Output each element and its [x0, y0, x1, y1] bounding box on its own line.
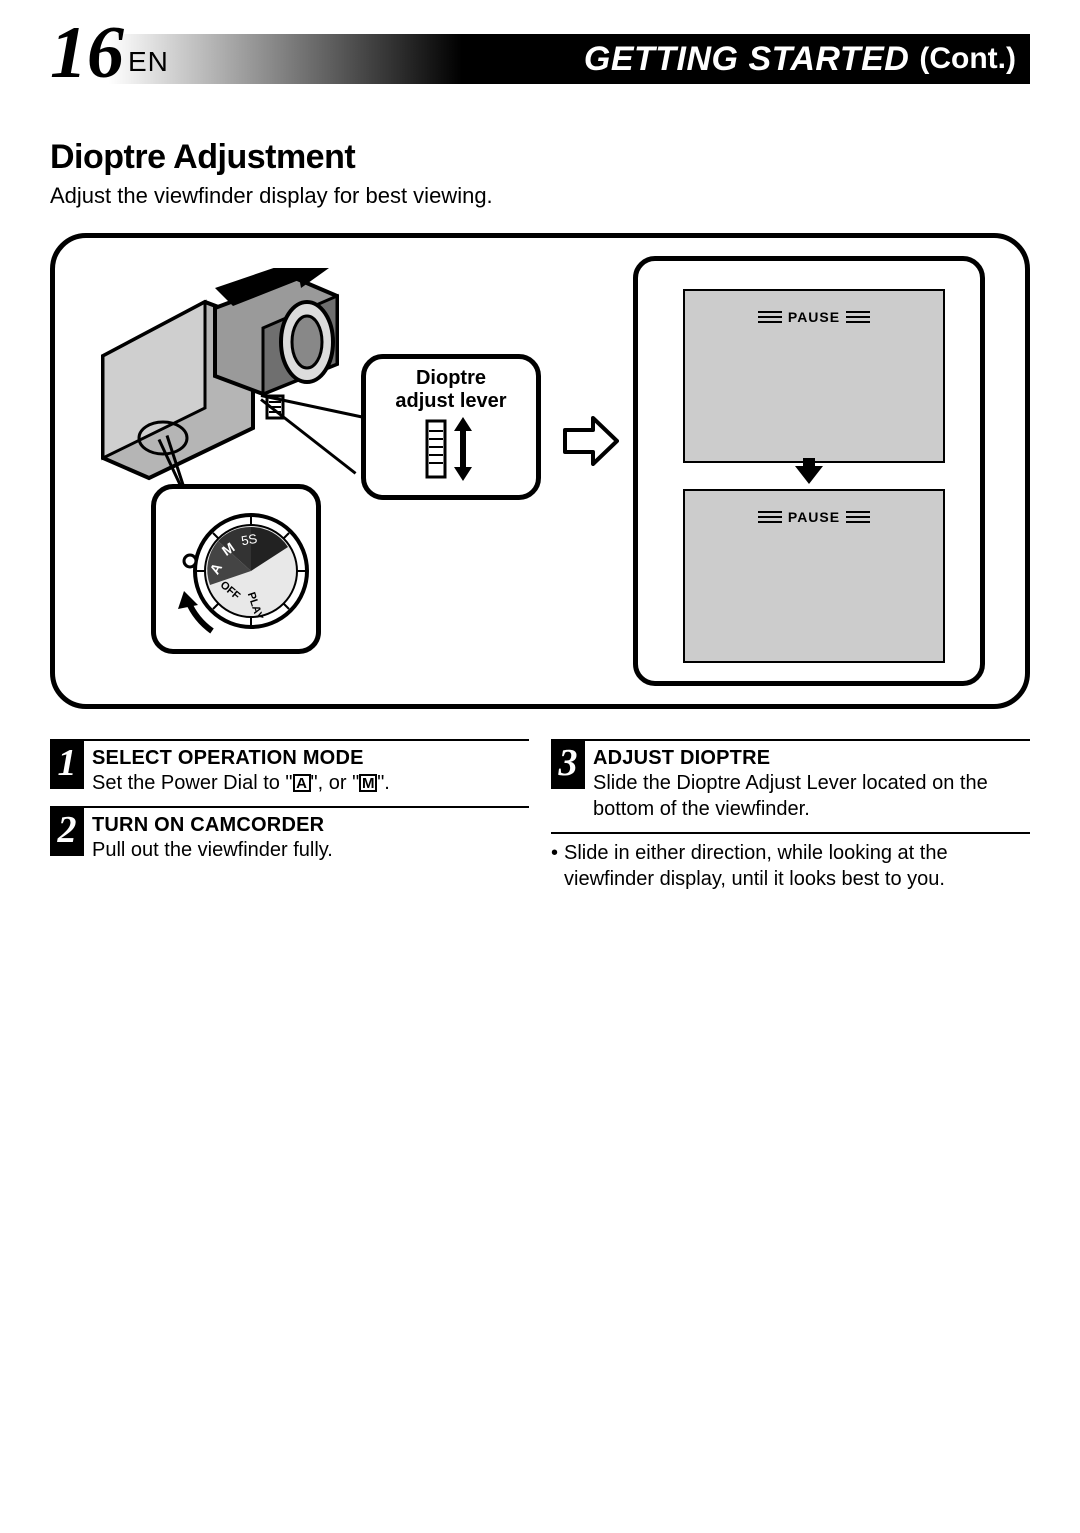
mode-letter-a: A — [293, 774, 311, 792]
screen-after: PAUSE — [683, 489, 945, 663]
lever-label: Dioptre adjust lever — [395, 367, 506, 413]
screen-before: PAUSE — [683, 289, 945, 463]
pause-lines-icon — [758, 511, 782, 523]
header-banner: GETTING STARTED (Cont.) — [50, 34, 1030, 84]
lever-label-line1: Dioptre — [416, 367, 486, 389]
lever-label-line2: adjust lever — [395, 390, 506, 412]
page-lang: EN — [128, 46, 169, 78]
bullet-text: Slide in either direction, while looking… — [564, 840, 1030, 892]
mode-letter-m: M — [359, 774, 377, 792]
bullet-dot: • — [551, 840, 558, 892]
banner-title: GETTING STARTED — [584, 40, 909, 79]
step-2: 2 TURN ON CAMCORDER Pull out the viewfin… — [50, 806, 529, 863]
step-number: 3 — [551, 741, 585, 789]
step-text: Slide the Dioptre Adjust Lever located o… — [593, 770, 1030, 822]
step-title: ADJUST DIOPTRE — [593, 747, 1030, 770]
step-text: Set the Power Dial to "A", or "M". — [92, 770, 529, 796]
dial-detail-box: 5S M A OFF PLAY — [151, 484, 321, 654]
pause-text: PAUSE — [788, 509, 840, 525]
page-number: 16 — [50, 16, 124, 90]
step-3: 3 ADJUST DIOPTRE Slide the Dioptre Adjus… — [551, 739, 1030, 822]
pause-lines-icon — [758, 311, 782, 323]
viewfinder-screens: PAUSE PAUSE — [633, 256, 985, 686]
section-title: Dioptre Adjustment — [50, 138, 1030, 177]
down-arrow-icon — [795, 466, 823, 484]
page-number-area: 16 EN — [50, 16, 169, 90]
right-arrow-icon — [563, 416, 619, 466]
pause-lines-icon — [846, 311, 870, 323]
lever-detail-box: Dioptre adjust lever — [361, 354, 541, 500]
step-1: 1 SELECT OPERATION MODE Set the Power Di… — [50, 739, 529, 796]
svg-text:5S: 5S — [240, 531, 259, 549]
diagram-box: Dioptre adjust lever — [50, 233, 1030, 709]
step-number: 1 — [50, 741, 84, 789]
pause-lines-icon — [846, 511, 870, 523]
step-text: Pull out the viewfinder fully. — [92, 837, 529, 863]
banner-cont: (Cont.) — [919, 42, 1016, 76]
camcorder-illustration — [85, 268, 365, 498]
step-number: 2 — [50, 808, 84, 856]
section-desc: Adjust the viewfinder display for best v… — [50, 183, 1030, 209]
pause-text: PAUSE — [788, 309, 840, 325]
step-3-bullet: • Slide in either direction, while looki… — [551, 832, 1030, 892]
step-title: SELECT OPERATION MODE — [92, 747, 529, 770]
lever-icon — [421, 413, 481, 487]
step-title: TURN ON CAMCORDER — [92, 814, 529, 837]
